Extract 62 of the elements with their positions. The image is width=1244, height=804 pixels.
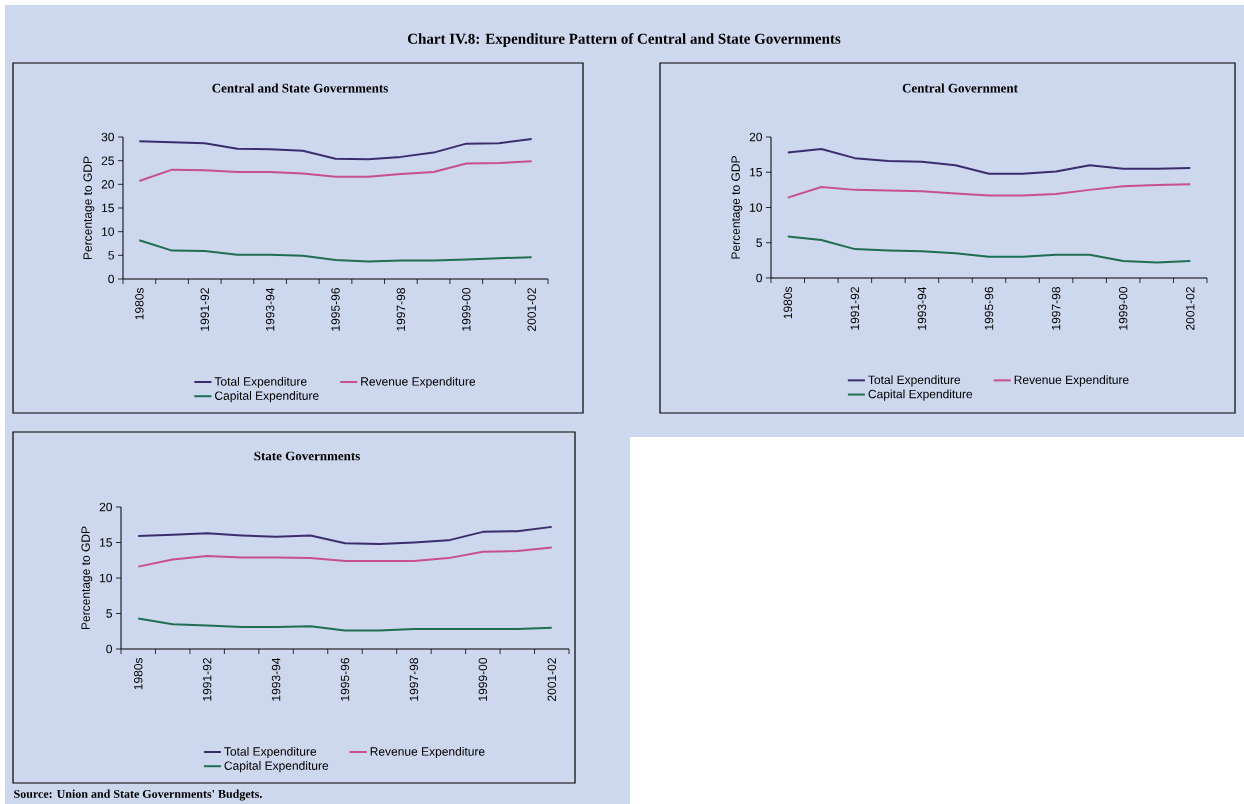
y-tick-label: 15: [100, 538, 112, 547]
text: Chart IV.8: Expenditure Pattern of Central and State Governments: [407, 33, 841, 47]
line-series: [137, 525, 553, 545]
legend-label: Revenue Expenditure: [370, 746, 485, 759]
x-tick-label: 1980s: [783, 286, 793, 319]
legend-label: Total Expenditure: [224, 746, 317, 759]
y-tick-label: 20: [749, 132, 763, 142]
x-tick-label: 1997-98: [409, 658, 419, 701]
x-tick-label: 1997-98: [1051, 287, 1061, 330]
x-tick-label: 1991-92: [200, 288, 209, 331]
x-tick-label: 1980s: [135, 287, 144, 320]
y-tick-label: 15: [750, 168, 762, 177]
line-series: [138, 239, 533, 263]
x-tick-label: 1999-00: [478, 658, 488, 701]
y-tick-label: 30: [101, 132, 115, 142]
legend-label: Revenue Expenditure: [361, 376, 476, 389]
line-series: [138, 160, 533, 183]
x-tick-label: 1980s: [133, 657, 143, 690]
x-tick-label: 1995-96: [340, 658, 350, 701]
y-tick-label: 0: [106, 644, 113, 654]
x-tick-label: 2001-02: [527, 288, 536, 331]
y-tick-label: 5: [106, 609, 112, 618]
chart-title: Central Government: [902, 83, 1018, 93]
y-tick-label: 10: [750, 203, 763, 212]
x-tick-label: 1993-94: [265, 287, 275, 331]
y-tick-label: 20: [99, 502, 113, 512]
y-axis-title: Percentage to GDP: [731, 156, 743, 259]
x-tick-label: 1995-96: [984, 287, 994, 330]
x-tick-label: 1993-94: [271, 657, 281, 701]
legend-label: Capital Expenditure: [868, 389, 973, 401]
line-series: [138, 137, 533, 161]
y-tick-label: 15: [102, 203, 114, 213]
x-tick-label: 1993-94: [917, 286, 927, 330]
x-tick-label: 1991-92: [202, 658, 212, 701]
line-series: [786, 147, 1192, 175]
y-tick-label: 5: [756, 238, 762, 247]
y-tick-label: 20: [101, 180, 115, 189]
x-tick-label: 1999-00: [462, 288, 471, 331]
y-tick-label: 25: [101, 156, 114, 165]
legend-label: Capital Expenditure: [215, 391, 319, 403]
x-tick-label: 2001-02: [547, 658, 557, 701]
source-note: Source: Union and State Governments' Budgets.: [14, 789, 262, 801]
y-axis-title: Percentage to GDP: [81, 526, 93, 630]
x-tick-label: 1995-96: [331, 288, 340, 331]
x-tick-label: 1997-98: [396, 288, 406, 331]
y-tick-label: 5: [108, 251, 114, 260]
y-tick-label: 0: [108, 274, 115, 284]
y-axis-title: Percentage to GDP: [83, 156, 95, 260]
legend-label: Capital Expenditure: [224, 761, 329, 773]
x-tick-label: 1999-00: [1118, 287, 1128, 330]
y-tick-label: 10: [100, 573, 113, 583]
line-series: [786, 183, 1192, 199]
chart-title: State Governments: [254, 451, 360, 461]
x-tick-label: 2001-02: [1186, 287, 1195, 330]
y-tick-label: 10: [102, 227, 115, 236]
x-tick-label: 1991-92: [850, 287, 860, 330]
legend-label: Revenue Expenditure: [1014, 375, 1129, 387]
line-series: [786, 235, 1192, 264]
legend-label: Total Expenditure: [214, 376, 307, 389]
y-tick-label: 0: [756, 273, 763, 283]
legend-label: Total Expenditure: [868, 375, 961, 387]
chart-title: Central and State Governments: [212, 83, 388, 93]
